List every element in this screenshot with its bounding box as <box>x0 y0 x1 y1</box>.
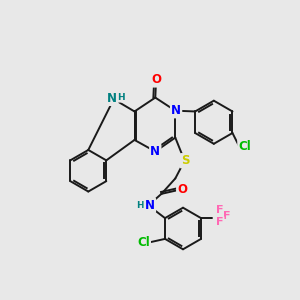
Text: O: O <box>177 183 187 196</box>
Text: N: N <box>171 104 181 117</box>
Text: N: N <box>107 92 117 105</box>
Text: Cl: Cl <box>238 140 251 153</box>
Text: O: O <box>151 74 161 86</box>
Text: Cl: Cl <box>137 236 150 249</box>
Text: N: N <box>145 199 155 212</box>
Text: H: H <box>136 201 144 210</box>
Text: H: H <box>118 93 125 102</box>
Text: S: S <box>181 154 190 167</box>
Text: F: F <box>216 206 224 215</box>
Text: N: N <box>150 145 160 158</box>
Text: F: F <box>216 217 224 227</box>
Text: F: F <box>223 211 230 221</box>
